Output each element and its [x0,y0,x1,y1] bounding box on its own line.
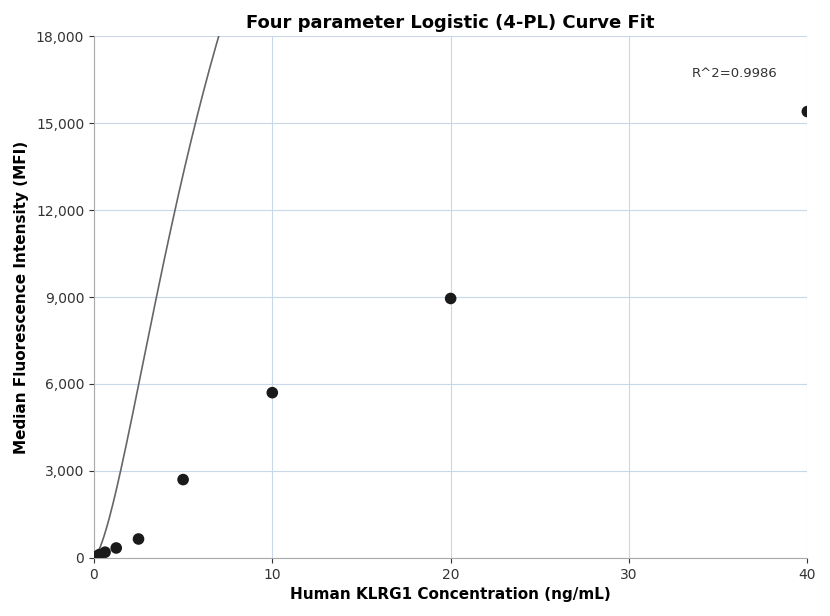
Point [266,387,279,397]
Point [801,107,814,116]
X-axis label: Human KLRG1 Concentration (ng/mL): Human KLRG1 Concentration (ng/mL) [290,587,611,602]
Point [93,549,106,559]
Point [110,543,123,553]
Title: Four parameter Logistic (4-PL) Curve Fit: Four parameter Logistic (4-PL) Curve Fit [247,14,655,32]
Point [444,294,457,304]
Y-axis label: Median Fluorescence Intensity (MFI): Median Fluorescence Intensity (MFI) [14,140,29,453]
Point [177,475,190,485]
Point [132,534,145,544]
Point [99,547,112,557]
Point [90,551,104,561]
Text: R^2=0.9986: R^2=0.9986 [691,67,777,79]
